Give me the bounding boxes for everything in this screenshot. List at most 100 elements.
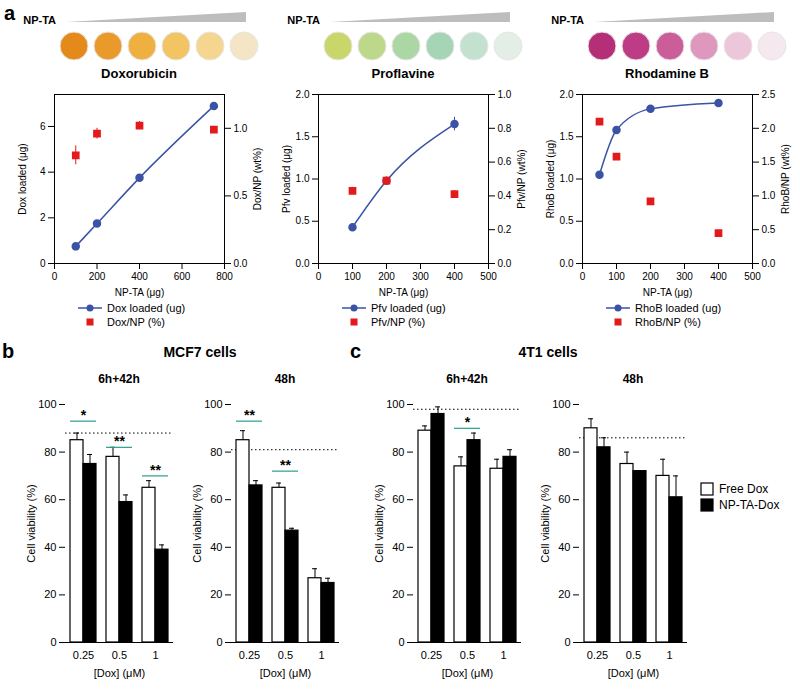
svg-text:20: 20 xyxy=(392,588,404,600)
svg-text:NP-TA (μg): NP-TA (μg) xyxy=(643,287,692,298)
svg-text:80: 80 xyxy=(210,446,222,458)
svg-text:[Dox] (μM): [Dox] (μM) xyxy=(260,667,312,679)
svg-text:800: 800 xyxy=(216,271,233,282)
svg-text:100: 100 xyxy=(608,271,625,282)
svg-text:0.0: 0.0 xyxy=(296,258,310,269)
svg-text:NP-TA (μg): NP-TA (μg) xyxy=(115,287,164,298)
svg-text:40: 40 xyxy=(558,541,570,553)
svg-text:40: 40 xyxy=(392,541,404,553)
svg-text:1: 1 xyxy=(318,649,324,661)
svg-text:0.25: 0.25 xyxy=(587,649,608,661)
svg-text:500: 500 xyxy=(744,271,761,282)
svg-text:[Dox] (μM): [Dox] (μM) xyxy=(608,667,660,679)
svg-text:200: 200 xyxy=(89,271,106,282)
svg-text:*: * xyxy=(465,414,471,430)
svg-text:1: 1 xyxy=(152,649,158,661)
svg-text:0.25: 0.25 xyxy=(73,649,94,661)
svg-text:0.5: 0.5 xyxy=(560,215,574,226)
svg-text:Cell viability (%): Cell viability (%) xyxy=(25,484,37,562)
svg-text:NP-TA: NP-TA xyxy=(287,14,320,26)
svg-text:1.0: 1.0 xyxy=(560,173,574,184)
svg-text:0: 0 xyxy=(50,636,56,648)
svg-text:1.0: 1.0 xyxy=(498,89,512,100)
svg-text:60: 60 xyxy=(558,493,570,505)
svg-text:NP-TA (μg): NP-TA (μg) xyxy=(379,287,428,298)
svg-text:2: 2 xyxy=(40,212,46,223)
svg-text:0.0: 0.0 xyxy=(234,258,248,269)
svg-text:100: 100 xyxy=(552,398,570,410)
svg-text:2.0: 2.0 xyxy=(560,89,574,100)
svg-text:0: 0 xyxy=(216,636,222,648)
svg-text:0.5: 0.5 xyxy=(234,190,248,201)
svg-text:500: 500 xyxy=(480,271,497,282)
svg-text:0.5: 0.5 xyxy=(112,649,127,661)
svg-text:1.5: 1.5 xyxy=(560,131,574,142)
svg-text:0.5: 0.5 xyxy=(296,215,310,226)
svg-text:40: 40 xyxy=(44,541,56,553)
svg-text:80: 80 xyxy=(44,446,56,458)
svg-text:100: 100 xyxy=(38,398,56,410)
svg-text:1.0: 1.0 xyxy=(762,190,776,201)
svg-text:4: 4 xyxy=(40,166,46,177)
svg-text:**: ** xyxy=(244,407,255,423)
svg-text:Cell viability (%): Cell viability (%) xyxy=(539,484,551,562)
svg-text:300: 300 xyxy=(412,271,429,282)
svg-text:400: 400 xyxy=(131,271,148,282)
svg-text:1.5: 1.5 xyxy=(762,156,776,167)
svg-text:RhoB loaded (μg): RhoB loaded (μg) xyxy=(545,140,556,219)
svg-text:**: ** xyxy=(150,462,161,478)
svg-text:RhoB/NP (wt%): RhoB/NP (wt%) xyxy=(780,144,791,214)
svg-text:200: 200 xyxy=(378,271,395,282)
svg-text:2.0: 2.0 xyxy=(762,123,776,134)
svg-text:20: 20 xyxy=(44,588,56,600)
svg-text:0.25: 0.25 xyxy=(239,649,260,661)
svg-text:0: 0 xyxy=(564,636,570,648)
svg-text:Dox/NP (wt%): Dox/NP (wt%) xyxy=(252,148,263,211)
svg-text:1: 1 xyxy=(500,649,506,661)
svg-text:60: 60 xyxy=(210,493,222,505)
svg-text:1.0: 1.0 xyxy=(234,123,248,134)
svg-text:60: 60 xyxy=(44,493,56,505)
svg-text:[Dox] (μM): [Dox] (μM) xyxy=(94,667,146,679)
svg-text:0.4: 0.4 xyxy=(498,190,512,201)
svg-text:0: 0 xyxy=(40,258,46,269)
svg-text:600: 600 xyxy=(174,271,191,282)
svg-text:1: 1 xyxy=(666,649,672,661)
svg-text:0.5: 0.5 xyxy=(626,649,641,661)
svg-text:80: 80 xyxy=(558,446,570,458)
svg-text:0.5: 0.5 xyxy=(278,649,293,661)
svg-text:2.5: 2.5 xyxy=(762,89,776,100)
svg-text:0.0: 0.0 xyxy=(560,258,574,269)
svg-text:0.5: 0.5 xyxy=(762,224,776,235)
svg-text:0.25: 0.25 xyxy=(421,649,442,661)
svg-text:40: 40 xyxy=(210,541,222,553)
svg-text:0: 0 xyxy=(316,271,322,282)
svg-text:20: 20 xyxy=(210,588,222,600)
svg-text:300: 300 xyxy=(676,271,693,282)
svg-text:Cell viability (%): Cell viability (%) xyxy=(191,484,203,562)
svg-text:100: 100 xyxy=(386,398,404,410)
svg-text:NP-TA: NP-TA xyxy=(23,14,56,26)
svg-text:60: 60 xyxy=(392,493,404,505)
svg-text:0.8: 0.8 xyxy=(498,123,512,134)
svg-text:100: 100 xyxy=(344,271,361,282)
svg-text:400: 400 xyxy=(446,271,463,282)
svg-text:6: 6 xyxy=(40,121,46,132)
svg-text:200: 200 xyxy=(642,271,659,282)
svg-text:0.5: 0.5 xyxy=(460,649,475,661)
svg-text:1.0: 1.0 xyxy=(296,173,310,184)
svg-text:1.5: 1.5 xyxy=(296,131,310,142)
svg-text:20: 20 xyxy=(558,588,570,600)
svg-text:**: ** xyxy=(114,433,125,449)
svg-text:Dox loaded (μg): Dox loaded (μg) xyxy=(17,143,28,214)
svg-text:0.6: 0.6 xyxy=(498,156,512,167)
svg-text:*: * xyxy=(81,407,87,423)
svg-text:**: ** xyxy=(280,457,291,473)
svg-text:Pfv loaded (μg): Pfv loaded (μg) xyxy=(281,145,292,213)
svg-text:0: 0 xyxy=(398,636,404,648)
svg-text:Pfv/NP (wt%): Pfv/NP (wt%) xyxy=(516,149,527,208)
svg-text:400: 400 xyxy=(710,271,727,282)
svg-text:0: 0 xyxy=(52,271,58,282)
svg-text:0: 0 xyxy=(580,271,586,282)
svg-text:NP-TA: NP-TA xyxy=(551,14,584,26)
